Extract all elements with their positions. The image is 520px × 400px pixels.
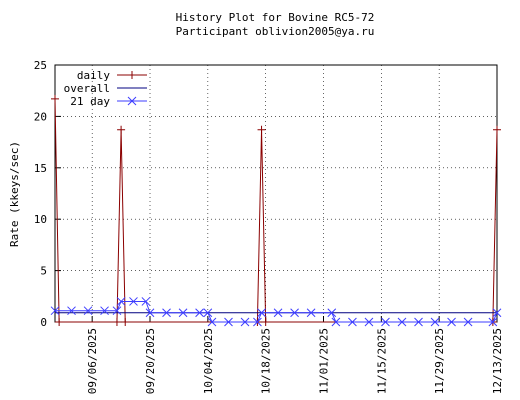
marker bbox=[203, 308, 213, 318]
marker bbox=[273, 308, 283, 318]
marker bbox=[178, 308, 188, 318]
marker bbox=[257, 308, 266, 318]
marker bbox=[348, 317, 357, 327]
marker bbox=[397, 317, 407, 327]
marker bbox=[447, 317, 456, 327]
x-tick-label: 11/15/2025 bbox=[375, 328, 388, 394]
marker bbox=[121, 318, 130, 326]
marker bbox=[261, 318, 270, 326]
marker bbox=[127, 96, 137, 106]
marker bbox=[116, 297, 126, 306]
marker bbox=[488, 317, 498, 327]
marker bbox=[430, 317, 440, 327]
marker bbox=[240, 317, 250, 327]
marker bbox=[493, 125, 501, 134]
marker bbox=[414, 317, 423, 327]
marker bbox=[112, 306, 122, 316]
marker bbox=[83, 306, 93, 316]
x-tick-label: 09/06/2025 bbox=[86, 328, 99, 394]
x-tick-label: 10/18/2025 bbox=[260, 328, 273, 394]
y-tick-label: 20 bbox=[34, 110, 47, 123]
chart-subtitle: Participant oblivion2005@ya.ru bbox=[176, 25, 375, 38]
marker bbox=[327, 308, 337, 318]
legend-label: overall bbox=[64, 82, 110, 95]
marker bbox=[224, 317, 233, 327]
x-tick-label: 11/01/2025 bbox=[318, 328, 331, 394]
y-tick-label: 5 bbox=[40, 265, 47, 278]
marker bbox=[306, 308, 316, 318]
marker bbox=[492, 308, 502, 318]
marker bbox=[381, 317, 390, 327]
marker bbox=[207, 317, 217, 327]
legend-label: daily bbox=[77, 69, 110, 82]
y-tick-label: 0 bbox=[40, 316, 47, 329]
marker bbox=[145, 308, 155, 318]
marker bbox=[463, 317, 473, 327]
marker bbox=[162, 308, 171, 318]
marker bbox=[112, 318, 121, 326]
marker bbox=[67, 306, 76, 316]
marker bbox=[50, 306, 60, 316]
marker bbox=[364, 317, 374, 327]
marker bbox=[257, 125, 266, 134]
chart-title: History Plot for Bovine RC5-72 bbox=[176, 11, 375, 24]
x-tick-label: 11/29/2025 bbox=[433, 328, 446, 394]
y-tick-label: 15 bbox=[34, 162, 47, 175]
marker bbox=[100, 306, 109, 316]
x-tick-label: 12/13/2025 bbox=[491, 328, 504, 394]
marker bbox=[290, 308, 299, 318]
marker bbox=[128, 71, 136, 79]
plot-frame bbox=[54, 64, 498, 323]
marker bbox=[51, 94, 59, 103]
marker bbox=[253, 317, 262, 327]
marker bbox=[331, 317, 341, 327]
legend-label: 21 day bbox=[70, 95, 110, 108]
marker bbox=[117, 125, 126, 134]
marker bbox=[55, 318, 64, 326]
marker bbox=[141, 297, 151, 306]
series-line bbox=[55, 300, 498, 323]
y-axis-label: Rate (kkeys/sec) bbox=[8, 141, 21, 247]
marker bbox=[195, 308, 204, 318]
x-tick-label: 10/04/2025 bbox=[202, 328, 215, 394]
y-tick-label: 25 bbox=[34, 59, 47, 72]
marker bbox=[129, 297, 138, 306]
x-tick-label: 09/20/2025 bbox=[144, 328, 157, 394]
y-tick-label: 10 bbox=[34, 213, 47, 226]
